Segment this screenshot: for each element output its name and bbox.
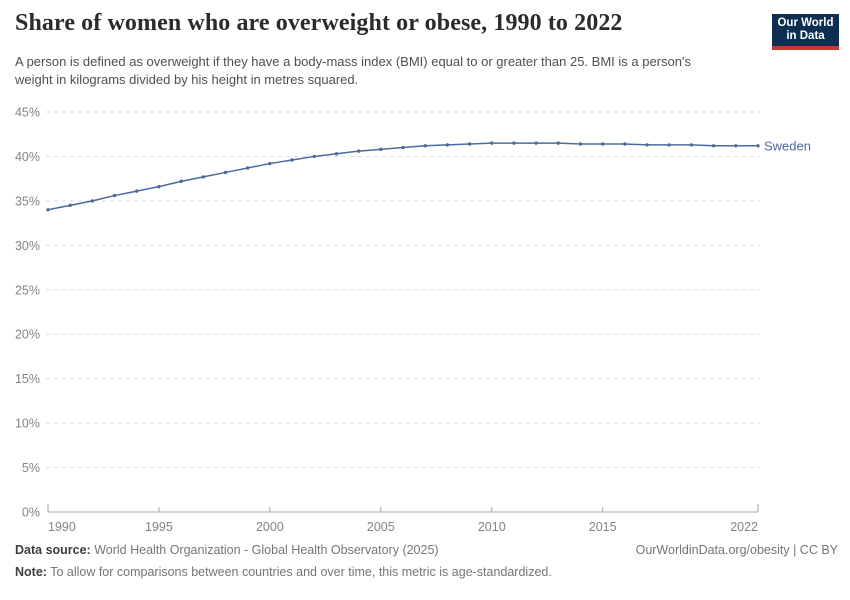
owid-logo-line2: in Data <box>786 30 825 42</box>
y-axis-tick-label: 5% <box>22 461 40 475</box>
y-axis-tick-label: 45% <box>15 106 40 120</box>
data-point[interactable] <box>600 142 605 146</box>
footer-note-label: Note: <box>15 565 47 579</box>
y-axis-tick-label: 35% <box>15 194 40 208</box>
data-point[interactable] <box>379 147 383 152</box>
data-point[interactable] <box>711 144 716 148</box>
y-axis-tick-label: 20% <box>15 328 40 342</box>
data-point[interactable] <box>135 189 139 193</box>
y-axis-tick-label: 30% <box>15 239 40 253</box>
data-point[interactable] <box>445 143 450 147</box>
data-point[interactable] <box>290 158 294 162</box>
data-point[interactable] <box>46 208 50 212</box>
chart-title: Share of women who are overweight or obe… <box>15 10 623 36</box>
x-axis-tick-label: 1995 <box>145 520 173 534</box>
y-axis-tick-label: 40% <box>15 150 40 164</box>
data-source-label: Data source: <box>15 543 91 557</box>
data-point[interactable] <box>201 175 206 179</box>
data-point[interactable] <box>90 199 95 203</box>
data-point[interactable] <box>68 203 72 208</box>
data-point[interactable] <box>268 161 272 166</box>
data-point[interactable] <box>356 149 361 153</box>
data-point[interactable] <box>623 142 627 146</box>
series-end-label: Sweden <box>764 138 811 153</box>
footer-note-text: To allow for comparisons between countri… <box>46 565 552 579</box>
data-point[interactable] <box>490 141 494 145</box>
footer-citation-link: OurWorldinData.org/obesity | CC BY <box>635 543 838 557</box>
data-point[interactable] <box>334 152 339 156</box>
data-source-line: Data source: World Health Organization -… <box>15 543 439 557</box>
series-line-sweden[interactable] <box>47 142 758 211</box>
data-point[interactable] <box>756 144 760 148</box>
data-point[interactable] <box>578 142 583 146</box>
data-point[interactable] <box>645 143 649 147</box>
chart-subtitle: A person is defined as overweight if the… <box>15 54 691 87</box>
data-point[interactable] <box>112 193 117 198</box>
x-axis-tick-label: 2022 <box>730 520 758 534</box>
data-point[interactable] <box>401 145 405 150</box>
x-axis-tick-label: 2005 <box>367 520 395 534</box>
y-axis-tick-label: 0% <box>22 506 40 520</box>
x-axis-tick-label: 1990 <box>48 520 76 534</box>
data-point[interactable] <box>512 141 516 145</box>
footer-note-line: Note: To allow for comparisons between c… <box>15 565 552 579</box>
data-point[interactable] <box>223 170 228 175</box>
x-axis-tick-label: 2015 <box>589 520 617 534</box>
x-axis-tick-label: 2000 <box>256 520 284 534</box>
data-point[interactable] <box>534 141 538 145</box>
data-point[interactable] <box>467 142 472 146</box>
data-point[interactable] <box>179 179 183 184</box>
data-point[interactable] <box>245 166 250 170</box>
y-axis-tick-label: 15% <box>15 372 40 386</box>
data-point[interactable] <box>157 184 161 189</box>
owid-logo[interactable]: Our World in Data <box>772 14 839 50</box>
y-axis-tick-label: 10% <box>15 417 40 431</box>
data-point[interactable] <box>689 143 694 147</box>
owid-logo-line1: Our World <box>777 17 834 29</box>
data-source-text: World Health Organization - Global Healt… <box>90 543 439 557</box>
data-point[interactable] <box>556 141 561 145</box>
data-point[interactable] <box>312 154 316 159</box>
y-axis-tick-label: 25% <box>15 283 40 297</box>
data-point[interactable] <box>734 144 738 148</box>
x-axis-tick-label: 2010 <box>478 520 506 534</box>
data-point[interactable] <box>423 144 427 148</box>
data-point[interactable] <box>667 143 671 147</box>
